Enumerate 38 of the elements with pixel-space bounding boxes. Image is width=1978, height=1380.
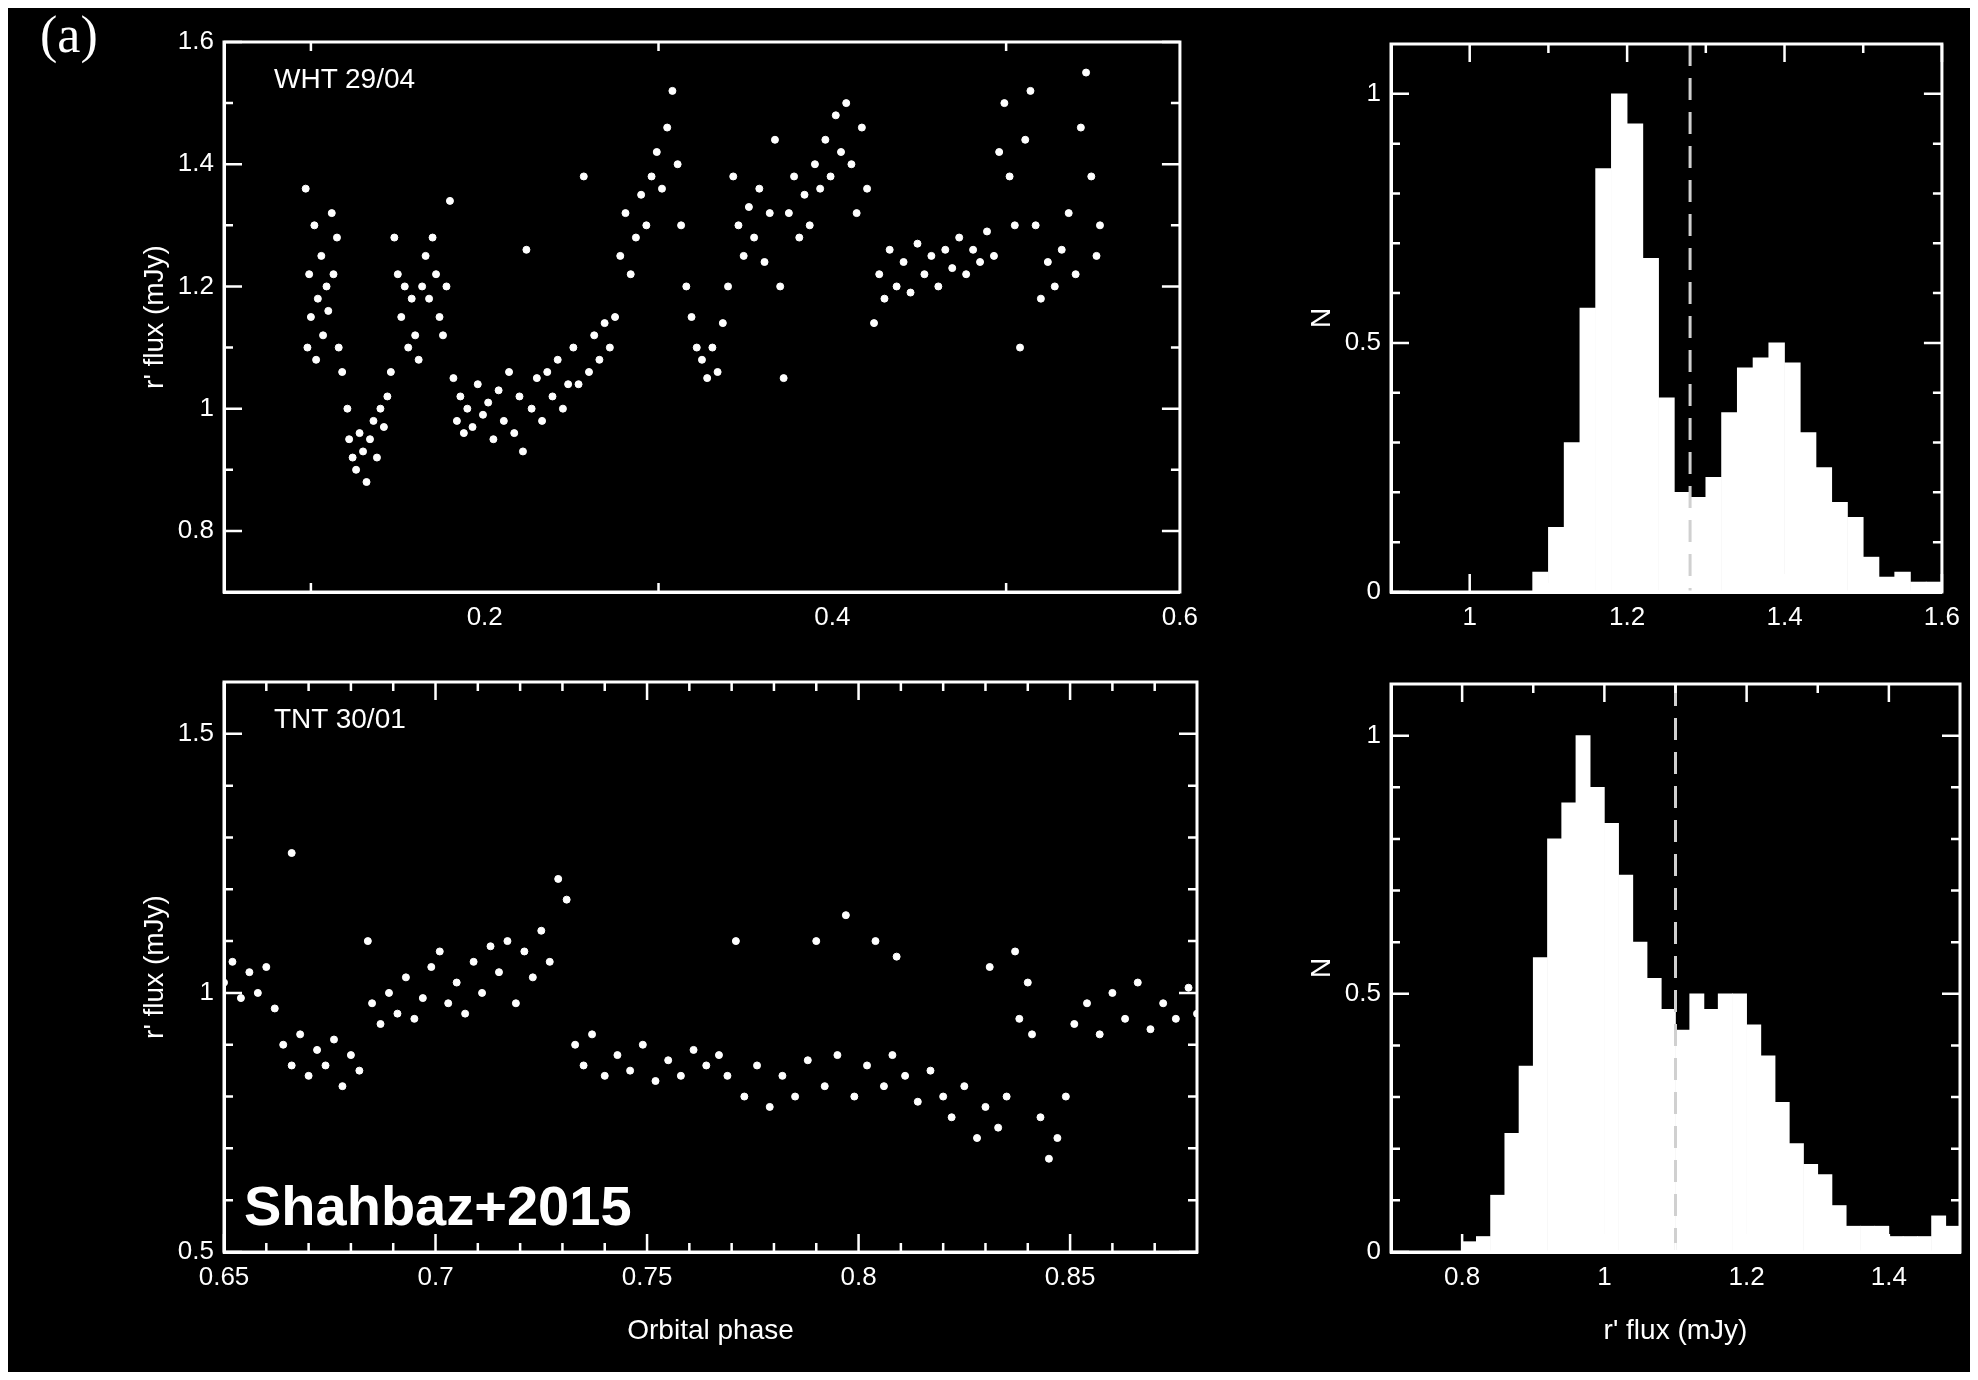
x-tick-label: 0.8 [840,1260,877,1291]
y-tick-label: 0 [1366,1235,1381,1266]
x-tick-label: 1 [1462,600,1477,631]
x-tick-label: 0.85 [1044,1260,1096,1291]
y-tick-label: 1.6 [177,25,214,56]
y-axis-title: r' flux (mJy) [137,895,169,1039]
x-tick-label: 0.7 [417,1260,454,1291]
y-tick-label: 0.5 [1344,976,1381,1007]
y-tick-label: 1 [199,391,214,422]
annotation: TNT 30/01 [274,702,406,734]
y-axis-title: N [1304,957,1336,979]
y-tick-label: 1 [1366,718,1381,749]
x-tick-label: 0.8 [1444,1260,1481,1291]
x-tick-label: 1.4 [1870,1260,1907,1291]
chart-title: (a) [40,5,98,64]
y-tick-label: 1 [199,976,214,1007]
x-tick-label: 1.4 [1766,600,1803,631]
x-axis-title: r' flux (mJy) [1603,1313,1748,1345]
x-tick-label: 1.2 [1609,600,1646,631]
y-tick-label: 0.5 [1344,326,1381,357]
annotation: WHT 29/04 [274,62,416,94]
y-tick-label: 1.4 [177,147,214,178]
y-tick-label: 1 [1366,76,1381,107]
y-axis-title: r' flux (mJy) [137,245,169,389]
x-tick-label: 1.2 [1728,1260,1765,1291]
y-axis-title: N [1304,307,1336,329]
y-tick-label: 0 [1366,575,1381,606]
annotation: Shahbaz+2015 [244,1174,632,1238]
x-tick-label: 0.2 [466,600,503,631]
y-tick-label: 1.5 [177,716,214,747]
x-tick-label: 0.4 [814,600,851,631]
x-tick-label: 1 [1597,1260,1612,1291]
x-axis-title: Orbital phase [627,1313,794,1345]
x-tick-label: 1.6 [1923,600,1961,631]
x-tick-label: 0.75 [621,1260,673,1291]
y-tick-label: 1.2 [177,269,214,300]
x-tick-label: 0.6 [1161,600,1199,631]
y-tick-label: 0.8 [177,514,214,545]
